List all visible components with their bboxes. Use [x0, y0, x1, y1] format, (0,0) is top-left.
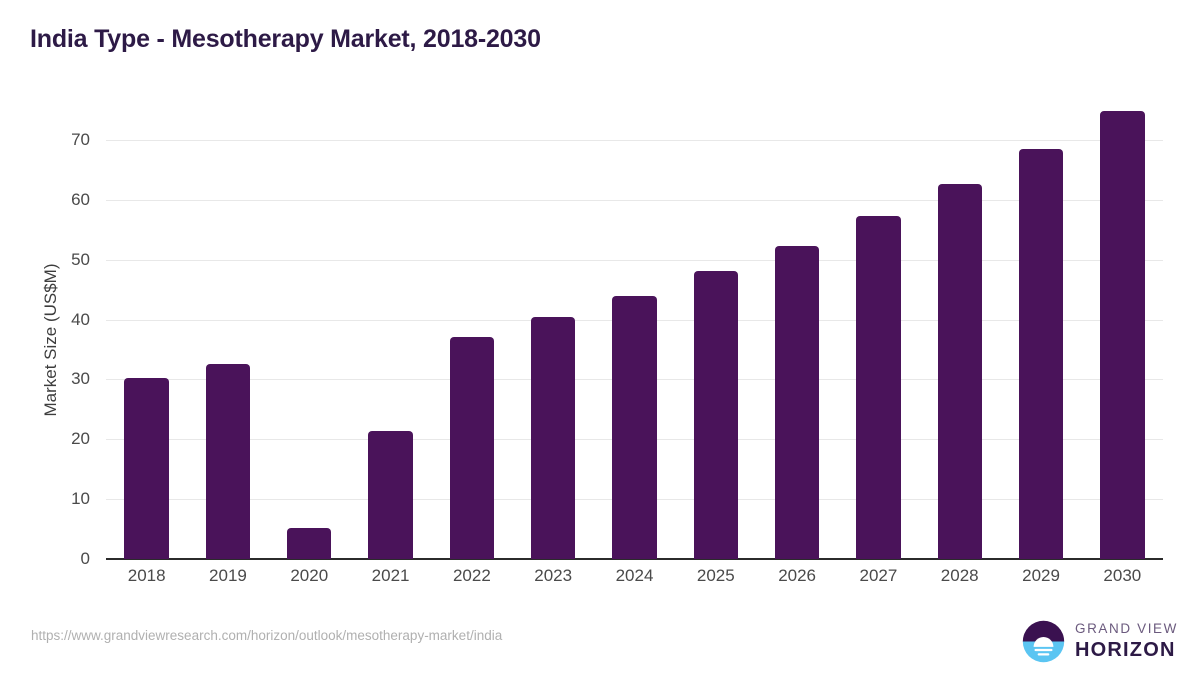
bar[interactable] — [774, 245, 820, 559]
bar-column[interactable] — [124, 0, 169, 559]
logo-wordmark: GRAND VIEW HORIZON — [1075, 622, 1178, 660]
logo-bottom-text: HORIZON — [1074, 638, 1176, 661]
bar-column[interactable] — [531, 0, 576, 559]
bar-column[interactable] — [287, 0, 332, 559]
page-title: India Type - Mesotherapy Market, 2018-20… — [30, 25, 541, 53]
y-axis-tick-label: 20 — [71, 429, 90, 449]
bar[interactable] — [693, 271, 738, 559]
bar-column[interactable] — [856, 0, 901, 559]
x-axis-tick-label: 2021 — [371, 566, 410, 585]
bar-series — [106, 0, 1163, 559]
y-axis-tick-label: 50 — [71, 249, 90, 269]
bar[interactable] — [937, 183, 982, 559]
bar[interactable] — [368, 430, 413, 559]
bar[interactable] — [531, 317, 576, 559]
bar-column[interactable] — [774, 0, 820, 559]
bar-column[interactable] — [368, 0, 413, 559]
gridline — [106, 259, 1163, 261]
x-axis-line — [106, 558, 1163, 560]
bar-column[interactable] — [937, 0, 982, 559]
x-axis-tick-label: 2026 — [778, 566, 817, 585]
x-axis-tick-label: 2030 — [1103, 566, 1142, 585]
x-axis-tick-label: 2029 — [1022, 566, 1060, 585]
grand-view-horizon-logo[interactable]: GRAND VIEW HORIZON — [1021, 615, 1178, 667]
y-axis-tick-label: 10 — [71, 489, 90, 509]
y-axis-tick-label: 40 — [71, 309, 90, 329]
y-axis-tick-label: 70 — [71, 130, 90, 149]
bar[interactable] — [1100, 110, 1145, 559]
y-axis-tick-label: 60 — [71, 189, 90, 209]
bar[interactable] — [856, 216, 901, 559]
bar-column[interactable] — [449, 0, 495, 559]
x-axis-tick-label: 2022 — [452, 566, 491, 585]
logo-top-text: GRAND VIEW — [1074, 621, 1178, 637]
bar-column[interactable] — [693, 0, 738, 559]
x-axis-tick-label: 2019 — [209, 566, 247, 585]
bar[interactable] — [124, 377, 169, 559]
bar[interactable] — [1018, 148, 1064, 559]
bar[interactable] — [205, 363, 251, 559]
gridline — [106, 199, 1163, 201]
y-axis-tick-label: 0 — [80, 549, 90, 568]
bar[interactable] — [449, 336, 495, 559]
x-axis-tick-label: 2018 — [127, 566, 166, 585]
x-axis-tick-label: 2025 — [696, 566, 735, 585]
bar[interactable] — [287, 527, 332, 559]
bar-column[interactable] — [205, 0, 251, 559]
bar-column[interactable] — [1018, 0, 1064, 559]
bar-column[interactable] — [612, 0, 657, 559]
gridline — [106, 140, 1163, 141]
y-axis-tick-label: 30 — [71, 369, 90, 389]
x-axis-tick-label: 2027 — [859, 566, 898, 585]
source-url[interactable]: https://www.grandviewresearch.com/horizo… — [31, 628, 503, 643]
x-axis-tick-label: 2024 — [615, 566, 654, 585]
x-axis-tick-label: 2023 — [534, 566, 573, 585]
bar[interactable] — [612, 295, 657, 559]
horizon-circle-icon — [1022, 620, 1065, 662]
bar-column[interactable] — [1100, 0, 1145, 559]
x-axis-tick-label: 2028 — [940, 566, 979, 585]
x-axis-tick-label: 2020 — [290, 566, 329, 585]
